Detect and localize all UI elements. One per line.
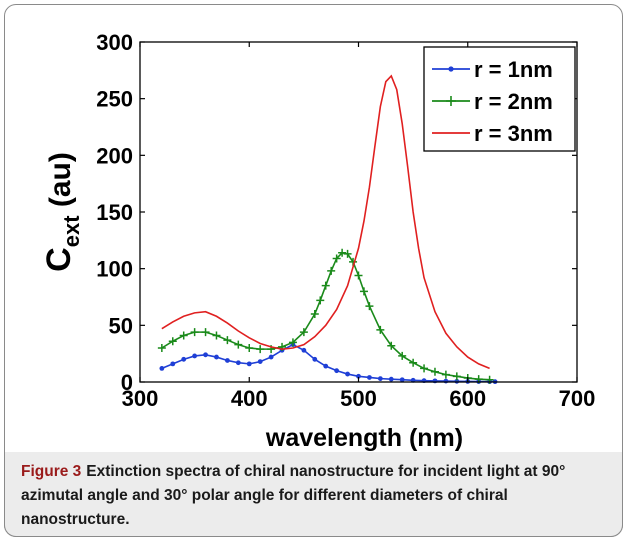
caption-label: Figure 3 xyxy=(21,463,82,480)
data-point xyxy=(234,340,243,349)
y-tick-label: 100 xyxy=(96,257,133,282)
y-tick-label: 250 xyxy=(96,87,133,112)
data-point xyxy=(409,358,418,367)
y-tick-label: 200 xyxy=(96,143,133,168)
data-point xyxy=(388,376,394,382)
data-point xyxy=(452,372,461,381)
data-point xyxy=(367,375,372,380)
data-point xyxy=(365,302,374,311)
data-point xyxy=(441,370,450,379)
series-1 xyxy=(159,342,498,385)
series-line xyxy=(161,74,490,370)
x-tick-label: 600 xyxy=(449,386,486,411)
data-point xyxy=(310,310,319,318)
data-point xyxy=(321,281,330,290)
data-point xyxy=(343,249,352,258)
y-tick-label: 0 xyxy=(121,370,133,395)
x-tick-label: 300 xyxy=(122,386,159,411)
data-point xyxy=(201,328,210,337)
legend-marker xyxy=(448,66,454,72)
x-tick-label: 400 xyxy=(231,386,268,411)
data-point xyxy=(443,378,449,384)
legend-label: r = 3nm xyxy=(474,121,553,146)
data-point xyxy=(327,266,336,275)
data-point xyxy=(288,338,297,347)
caption-text: Extinction spectra of chiral nanostructu… xyxy=(21,463,566,528)
data-point xyxy=(168,337,177,346)
data-point xyxy=(345,371,350,377)
data-point xyxy=(157,344,166,352)
data-point xyxy=(245,344,254,352)
data-point xyxy=(225,358,230,363)
legend-entry-3: r = 3nm xyxy=(432,121,553,146)
series-2 xyxy=(157,248,494,384)
data-point xyxy=(203,352,208,358)
data-point xyxy=(376,325,385,334)
data-point xyxy=(430,367,439,376)
data-point xyxy=(420,364,429,373)
legend-entry-1: r = 1nm xyxy=(432,57,553,82)
legend-marker xyxy=(446,96,456,106)
data-point xyxy=(398,351,407,360)
data-point xyxy=(312,356,318,362)
data-point xyxy=(323,363,329,369)
data-point xyxy=(223,336,232,345)
data-point xyxy=(257,359,263,364)
legend-entry-2: r = 2nm xyxy=(432,89,553,114)
data-point xyxy=(359,287,368,296)
data-point xyxy=(377,376,383,381)
x-axis-label: wavelength (nm) xyxy=(265,424,463,452)
data-point xyxy=(170,361,176,367)
series-line xyxy=(161,251,490,381)
data-point xyxy=(301,347,307,353)
data-point xyxy=(235,360,241,366)
data-point xyxy=(332,254,341,263)
y-tick-label: 300 xyxy=(96,30,133,55)
x-tick-label: 500 xyxy=(340,386,377,411)
plot-area xyxy=(157,74,498,385)
data-point xyxy=(159,366,165,371)
data-point xyxy=(356,373,361,379)
figure-caption: Figure 3 Extinction spectra of chiral nan… xyxy=(21,460,611,532)
x-tick-label: 700 xyxy=(559,386,596,411)
data-point xyxy=(387,341,396,350)
data-point xyxy=(246,361,252,367)
data-point xyxy=(256,345,265,354)
data-point xyxy=(181,356,187,362)
data-point xyxy=(338,248,347,257)
series-line xyxy=(161,343,496,383)
legend-label: r = 1nm xyxy=(474,57,553,82)
axes: 300 400 500 600 700 0 50 100 150 200 250 300 wavelen… xyxy=(40,30,595,452)
data-point xyxy=(192,353,198,359)
legend: r = 1nm r = 2nm r = 3nm xyxy=(423,46,576,152)
caption-box xyxy=(4,452,623,537)
data-point xyxy=(354,271,363,280)
data-point xyxy=(190,328,199,337)
data-point xyxy=(179,331,188,340)
data-point xyxy=(316,296,325,305)
y-tick-label: 150 xyxy=(96,200,133,225)
y-axis-label: Cext (au) xyxy=(40,152,84,272)
data-point xyxy=(334,368,340,374)
data-point xyxy=(299,328,308,337)
data-point xyxy=(268,354,274,360)
y-tick-label: 50 xyxy=(109,313,133,338)
legend-label: r = 2nm xyxy=(474,89,553,114)
data-point xyxy=(212,331,221,340)
data-point xyxy=(399,377,405,383)
data-point xyxy=(214,354,219,360)
series-3 xyxy=(161,74,490,370)
